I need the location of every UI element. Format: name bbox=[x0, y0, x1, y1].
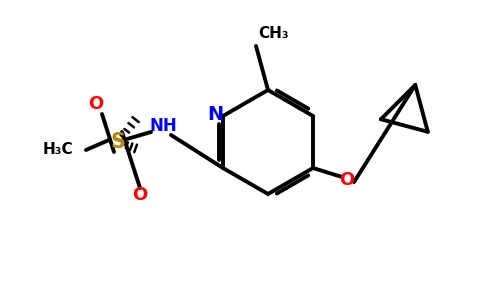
Text: H₃C: H₃C bbox=[43, 142, 73, 157]
Text: O: O bbox=[339, 171, 355, 189]
Text: O: O bbox=[89, 95, 104, 113]
Text: S: S bbox=[110, 132, 125, 152]
Text: NH: NH bbox=[149, 117, 177, 135]
Text: CH₃: CH₃ bbox=[258, 26, 289, 41]
Text: O: O bbox=[133, 186, 148, 204]
Text: N: N bbox=[207, 104, 223, 124]
